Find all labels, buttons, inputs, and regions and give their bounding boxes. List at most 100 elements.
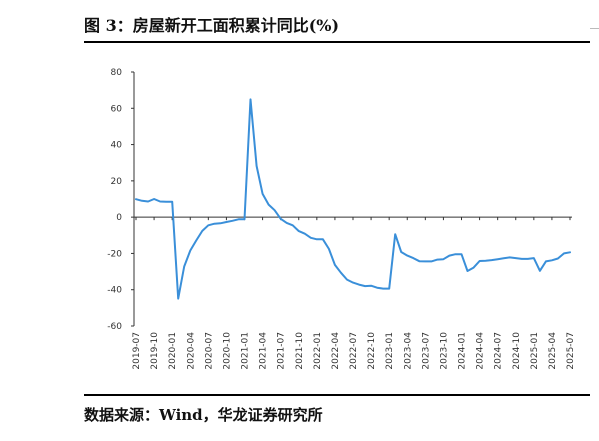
- data-point: [473, 267, 475, 269]
- data-point: [165, 201, 167, 203]
- data-point: [141, 200, 143, 202]
- data-point: [226, 221, 228, 223]
- x-axis: 2019-07 2019-10 2020-01 2020-04 2020-07 2020-…: [132, 216, 576, 370]
- y-tick-label: 60: [111, 104, 123, 114]
- x-tick-label: 2021-01: [241, 332, 251, 370]
- y-tick-label: -20: [107, 249, 122, 259]
- data-point: [358, 284, 360, 286]
- data-point: [461, 253, 463, 255]
- x-tick-label: 2023-10: [439, 332, 449, 370]
- figure-title: 图 3：房屋新开工面积累计同比(%): [84, 16, 340, 35]
- line-chart: 80 60 40 20 0 -20 -40 -60 2019-07 2019-10 2020-01…: [107, 68, 576, 370]
- data-point: [437, 259, 439, 261]
- data-point: [316, 239, 318, 241]
- y-tick-label: 0: [116, 213, 122, 223]
- data-point: [346, 279, 348, 281]
- data-point: [196, 240, 198, 242]
- data-point: [431, 261, 433, 263]
- data-source: 数据来源：Wind，华龙证券研究所: [84, 406, 323, 424]
- data-point: [539, 270, 541, 272]
- y-tick-label: 20: [111, 177, 123, 187]
- x-tick-label: 2022-10: [367, 332, 377, 370]
- data-point: [286, 222, 288, 224]
- data-point: [545, 261, 547, 263]
- data-point: [382, 288, 384, 290]
- x-tick-label: 2024-01: [458, 332, 468, 370]
- data-point: [413, 257, 415, 259]
- y-tick-label: -40: [107, 286, 122, 296]
- data-point: [250, 99, 252, 101]
- data-point: [183, 266, 185, 268]
- x-tick-label: 2022-07: [349, 332, 359, 370]
- data-point: [419, 260, 421, 262]
- data-point: [407, 255, 409, 257]
- data-point: [274, 209, 276, 211]
- x-tick-label: 2020-01: [168, 332, 178, 370]
- data-point: [352, 282, 354, 284]
- x-tick-label: 2022-01: [313, 332, 323, 370]
- data-point: [503, 258, 505, 260]
- data-point: [298, 230, 300, 232]
- x-tick-label: 2021-10: [295, 332, 305, 370]
- data-point: [214, 223, 216, 225]
- x-tick-label: 2023-07: [421, 332, 431, 370]
- data-point: [467, 270, 469, 272]
- series-line: [135, 98, 571, 300]
- y-axis: 80 60 40 20 0 -20 -40 -60: [107, 68, 135, 332]
- data-point: [256, 165, 258, 167]
- data-point: [497, 258, 499, 260]
- x-tick-label: 2023-01: [385, 332, 395, 370]
- x-tick-label: 2020-07: [204, 332, 214, 370]
- data-point: [425, 261, 427, 263]
- data-point: [515, 257, 517, 259]
- data-point: [310, 237, 312, 239]
- data-point: [551, 260, 553, 262]
- data-point: [238, 219, 240, 221]
- data-point: [569, 252, 571, 254]
- data-point: [400, 251, 402, 253]
- x-tick-label: 2023-04: [403, 332, 413, 370]
- data-point: [509, 257, 511, 259]
- edge-fragment: [590, 28, 599, 29]
- x-tick-label: 2024-04: [476, 332, 486, 370]
- data-point: [190, 250, 192, 252]
- data-point: [485, 260, 487, 262]
- data-point: [135, 198, 137, 200]
- data-point: [220, 223, 222, 225]
- y-tick-label: -60: [107, 322, 122, 332]
- data-point: [244, 219, 246, 221]
- data-point: [202, 230, 204, 232]
- data-point: [171, 201, 173, 203]
- data-point: [177, 298, 179, 300]
- y-tick-label: 40: [111, 141, 123, 151]
- data-point: [394, 233, 396, 235]
- data-point: [364, 285, 366, 287]
- data-point: [147, 201, 149, 203]
- data-point: [232, 220, 234, 222]
- x-tick-label: 2021-07: [277, 332, 287, 370]
- data-point: [153, 198, 155, 200]
- data-point: [328, 248, 330, 250]
- data-point: [292, 225, 294, 227]
- title-rule: [84, 41, 590, 43]
- x-tick-label: 2024-07: [494, 332, 504, 370]
- x-tick-label: 2022-04: [331, 332, 341, 370]
- data-point: [443, 258, 445, 260]
- data-point: [388, 288, 390, 290]
- x-tick-label: 2025-04: [548, 332, 558, 370]
- y-tick-label: 80: [111, 68, 123, 78]
- data-point: [268, 204, 270, 206]
- data-point: [262, 193, 264, 195]
- data-point: [376, 287, 378, 289]
- data-point: [322, 239, 324, 241]
- x-tick-label: 2024-10: [512, 332, 522, 370]
- x-tick-label: 2025-07: [566, 332, 576, 370]
- plot-area: [135, 98, 571, 300]
- data-point: [533, 257, 535, 259]
- data-point: [479, 260, 481, 262]
- x-tick-label: 2021-04: [259, 332, 269, 370]
- data-point: [370, 285, 372, 287]
- x-tick-label: 2020-04: [186, 332, 196, 370]
- data-point: [208, 225, 210, 227]
- data-point: [340, 272, 342, 274]
